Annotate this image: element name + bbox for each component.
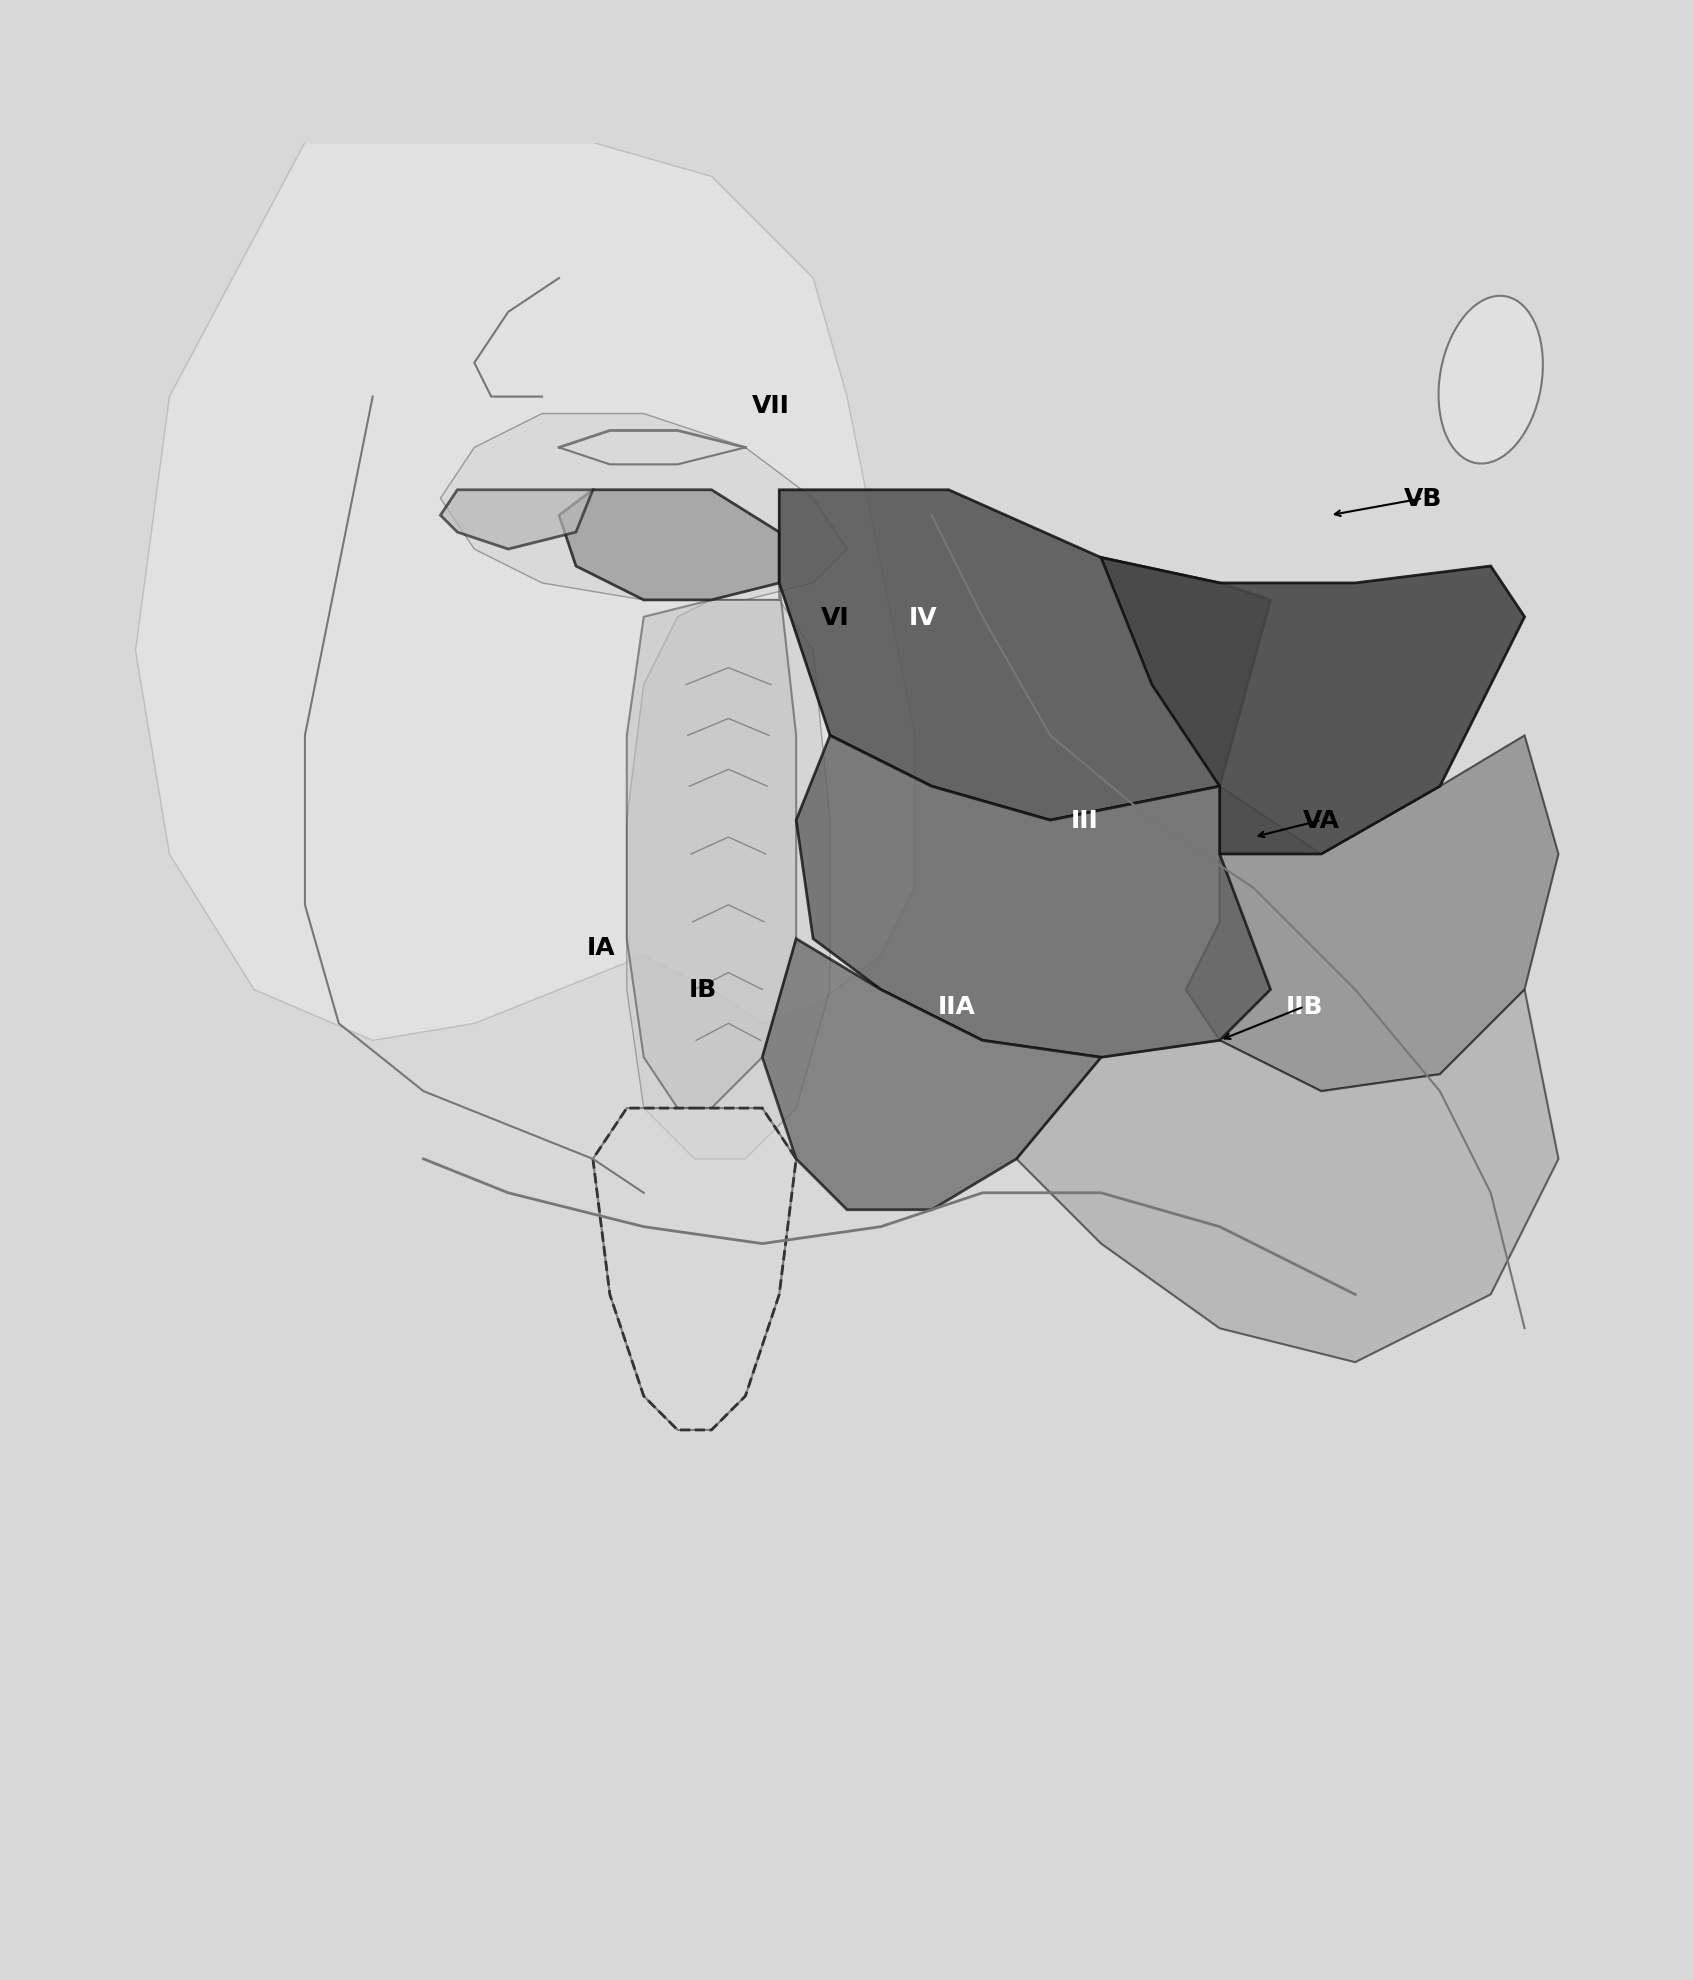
Polygon shape [1186, 737, 1558, 1091]
Polygon shape [593, 1109, 796, 1430]
Text: III: III [1071, 808, 1098, 834]
Polygon shape [627, 600, 830, 1160]
Polygon shape [1016, 990, 1558, 1362]
Polygon shape [440, 414, 847, 600]
Text: IA: IA [588, 937, 615, 960]
Polygon shape [627, 584, 796, 1109]
Text: VII: VII [752, 394, 789, 418]
Text: IV: IV [910, 606, 937, 630]
Text: IB: IB [689, 978, 717, 1002]
Polygon shape [762, 939, 1101, 1210]
Polygon shape [796, 737, 1270, 1057]
Ellipse shape [1438, 297, 1543, 463]
Text: VB: VB [1404, 487, 1442, 511]
Polygon shape [559, 491, 779, 600]
Text: IIB: IIB [1286, 994, 1323, 1020]
Text: VI: VI [822, 606, 849, 630]
Text: VA: VA [1303, 808, 1340, 834]
Polygon shape [1101, 558, 1525, 855]
Polygon shape [440, 491, 593, 550]
Text: IIA: IIA [938, 994, 976, 1020]
Polygon shape [136, 143, 915, 1041]
Polygon shape [779, 491, 1270, 820]
